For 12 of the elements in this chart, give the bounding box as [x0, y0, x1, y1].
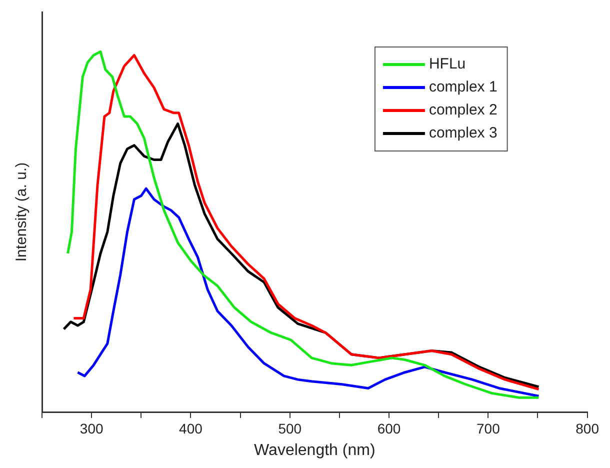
- legend-label: complex 3: [428, 124, 498, 142]
- legend-label: complex 1: [428, 78, 498, 96]
- x-tick-label: 700: [476, 420, 500, 436]
- legend-label: HFLu: [428, 56, 466, 73]
- x-tick-label: 300: [80, 420, 104, 436]
- x-axis-title: Wavelength (nm): [254, 442, 376, 459]
- x-tick-label: 400: [179, 420, 203, 436]
- x-tick-label: 800: [576, 420, 600, 436]
- y-axis-title: Intensity (a. u.): [13, 162, 30, 262]
- x-tick-label: 600: [377, 420, 401, 436]
- legend-label: complex 2: [428, 102, 498, 119]
- x-tick-label: 500: [278, 420, 302, 436]
